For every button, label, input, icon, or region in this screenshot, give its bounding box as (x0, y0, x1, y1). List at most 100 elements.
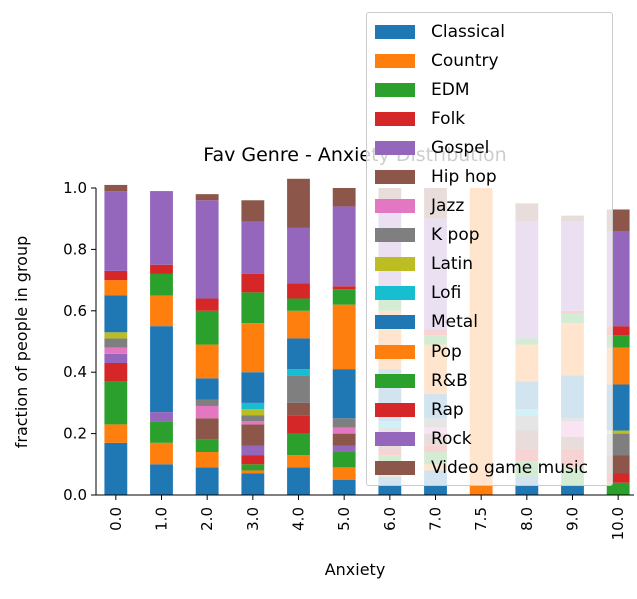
bar-segment-country-0.0 (104, 424, 128, 443)
bar-segment-classical-2.0 (195, 467, 219, 495)
bar-segment-metal-1.0 (150, 326, 173, 413)
legend-label: Pop (431, 341, 462, 362)
legend-swatch (375, 170, 415, 185)
bar-segment-rock-3.0 (241, 221, 265, 274)
bar-segment-country-1.0 (150, 442, 173, 465)
bar-segment-classical-5.0 (332, 479, 356, 495)
y-tick-label: 0.2 (63, 425, 87, 443)
legend-item-k-pop: K pop (367, 221, 612, 250)
y-tick-label: 0.4 (63, 363, 87, 381)
legend-label: R&B (431, 370, 468, 391)
bar-segment-classical-9.0 (561, 485, 584, 495)
bar-segment-hip-hop-2.0 (195, 418, 219, 440)
x-tick-label: 0.0 (107, 507, 125, 531)
legend-label: Rap (431, 399, 464, 420)
x-tick-label: 8.0 (518, 507, 536, 531)
bar-segment-video-game-music-3.0 (241, 200, 265, 222)
legend-swatch (375, 286, 415, 301)
bar-segment-edm-0.0 (104, 381, 128, 425)
legend-label: Jazz (431, 196, 465, 217)
legend-label: K pop (431, 225, 480, 246)
y-tick-label: 0.8 (63, 240, 87, 258)
legend-item-lofi: Lofi (367, 279, 612, 308)
legend-swatch (375, 373, 415, 388)
bar-segment-metal-2.0 (195, 378, 219, 400)
bar-segment-rock-5.0 (332, 206, 356, 287)
bar-segment-hip-hop-5.0 (332, 433, 356, 446)
legend-item-hip-hop: Hip hop (367, 162, 612, 191)
bar-segment-pop-2.0 (195, 344, 219, 379)
y-axis-label: fraction of people in group (12, 236, 31, 449)
y-tick-label: 0.0 (63, 486, 87, 504)
bar-segment-rap-5.0 (332, 286, 356, 290)
bar-segment-metal-4.0 (287, 338, 310, 370)
bar-segment-video-game-music-4.0 (287, 178, 310, 228)
bar-segment-latin-10.0 (606, 430, 630, 434)
legend-item-latin: Latin (367, 250, 612, 279)
bar-segment-edm-4.0 (287, 433, 310, 456)
bar-segment-pop-1.0 (150, 295, 173, 327)
legend-label: Metal (431, 312, 478, 333)
bar-segment-r-b-4.0 (287, 298, 310, 311)
x-tick-label: 7.0 (427, 507, 445, 531)
bar-segment-r-b-1.0 (150, 273, 173, 296)
legend-item-pop: Pop (367, 337, 612, 366)
bar-segment-country-2.0 (195, 452, 219, 468)
legend-item-gospel: Gospel (367, 133, 612, 162)
bar-segment-gospel-5.0 (332, 445, 356, 453)
legend-swatch (375, 402, 415, 417)
legend-item-r-b: R&B (367, 366, 612, 395)
legend-label: Classical (431, 21, 505, 42)
bar-segment-classical-0.0 (104, 442, 128, 495)
x-tick-label: 3.0 (244, 507, 262, 531)
bar-segment-folk-3.0 (241, 455, 265, 465)
bar-segment-pop-5.0 (332, 304, 356, 370)
bar-segment-country-5.0 (332, 467, 356, 480)
bar-segment-country-3.0 (241, 470, 265, 474)
x-tick-label: 7.5 (472, 507, 490, 531)
bar-segment-lofi-4.0 (287, 369, 310, 376)
bar-segment-edm-10.0 (606, 482, 630, 495)
bar-segment-folk-10.0 (606, 473, 630, 483)
bar-segment-k-pop-2.0 (195, 399, 219, 406)
bar-segment-k-pop-0.0 (104, 338, 128, 348)
chart-legend: Classical Country EDM Folk Gospel Hip hop Jazz… (366, 12, 613, 486)
bar-segment-folk-4.0 (287, 415, 310, 434)
bar-segment-k-pop-5.0 (332, 418, 356, 428)
legend-item-country: Country (367, 46, 612, 75)
x-axis-label: Anxiety (325, 560, 386, 579)
legend-label: Folk (431, 108, 466, 129)
legend-item-rock: Rock (367, 424, 612, 453)
bar-segment-metal-0.0 (104, 295, 128, 333)
bar-segment-video-game-music-5.0 (332, 188, 356, 207)
bar-segment-r-b-2.0 (195, 310, 219, 345)
legend-label: Hip hop (431, 167, 497, 188)
bar-segment-gospel-1.0 (150, 412, 173, 422)
legend-swatch (375, 315, 415, 330)
legend-swatch (375, 199, 415, 214)
legend-label: Gospel (431, 137, 490, 158)
bar-segment-gospel-3.0 (241, 445, 265, 456)
bar-segment-edm-2.0 (195, 439, 219, 453)
bar-segment-metal-5.0 (332, 369, 356, 419)
legend-item-classical: Classical (367, 17, 612, 46)
x-tick-label: 5.0 (335, 507, 353, 531)
legend-label: Video game music (431, 457, 588, 478)
legend-label: Rock (431, 428, 472, 449)
bar-segment-edm-3.0 (241, 464, 265, 471)
bar-segment-metal-3.0 (241, 372, 265, 403)
bar-segment-classical-3.0 (241, 473, 265, 495)
bar-segment-k-pop-4.0 (287, 375, 310, 403)
bar-segment-r-b-5.0 (332, 289, 356, 305)
legend-item-rap: Rap (367, 395, 612, 424)
bar-segment-edm-1.0 (150, 421, 173, 443)
x-tick-label: 10.0 (609, 507, 627, 540)
bar-segment-hip-hop-4.0 (287, 402, 310, 416)
legend-label: Country (431, 50, 499, 71)
x-tick-label: 1.0 (153, 507, 171, 531)
bar-segment-jazz-0.0 (104, 347, 128, 354)
bar-segment-jazz-5.0 (332, 427, 356, 434)
bar-segment-lofi-3.0 (241, 402, 265, 410)
bar-segment-rock-0.0 (104, 191, 128, 271)
